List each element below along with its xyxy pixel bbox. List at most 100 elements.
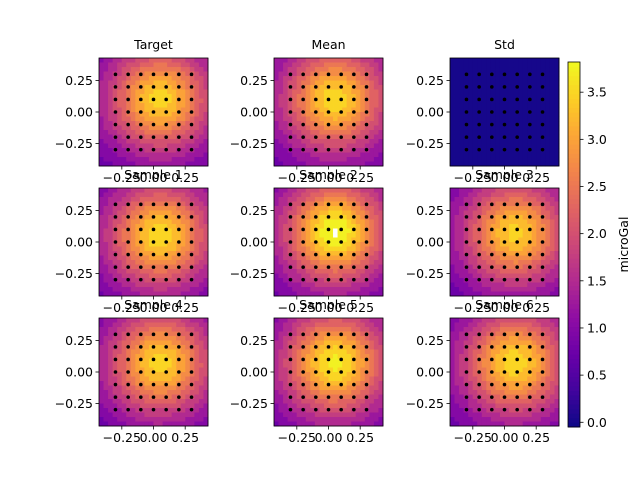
heat-cell: [203, 322, 209, 328]
heat-cell: [198, 246, 204, 252]
heat-cell: [314, 157, 320, 162]
heat-cell: [167, 157, 173, 162]
heat-cell: [274, 273, 279, 279]
heat-cell: [468, 121, 474, 126]
heat-cell: [194, 148, 200, 153]
heat-cell: [373, 210, 379, 216]
heat-cell: [103, 219, 109, 225]
heat-cell: [486, 255, 492, 261]
heat-cell: [554, 58, 560, 63]
heat-cell: [328, 251, 334, 256]
heat-cell: [135, 421, 141, 427]
heat-cell: [296, 412, 302, 418]
heat-cell: [499, 157, 505, 162]
station-point: [490, 72, 494, 77]
heat-cell: [274, 376, 279, 382]
heat-cell: [287, 157, 293, 162]
heat-cell: [121, 219, 127, 225]
heat-cell: [450, 278, 455, 283]
heat-cell: [513, 62, 519, 68]
heat-cell: [360, 385, 366, 391]
heat-cell: [499, 85, 505, 90]
heat-cell: [99, 349, 104, 355]
heat-cell: [126, 354, 132, 359]
heat-cell: [369, 233, 375, 238]
heat-cell: [342, 372, 348, 377]
heat-cell: [337, 399, 343, 404]
heat-cell: [305, 327, 311, 332]
heat-cell: [139, 421, 145, 427]
heat-cell: [481, 197, 487, 202]
heat-cell: [328, 228, 334, 234]
heat-cell: [162, 206, 168, 211]
heat-cell: [369, 67, 375, 72]
heat-cell: [499, 197, 505, 202]
heat-cell: [292, 242, 298, 247]
heat-cell: [355, 322, 361, 328]
heat-cell: [310, 287, 316, 292]
heat-cell: [274, 219, 279, 225]
heat-cell: [509, 260, 514, 265]
heat-cell: [536, 242, 542, 247]
heat-cell: [486, 85, 492, 90]
heat-cell: [112, 354, 118, 359]
heat-cell: [450, 291, 455, 297]
heat-cell: [117, 237, 123, 243]
station-point: [126, 395, 130, 399]
heat-cell: [509, 116, 514, 122]
heat-cell: [176, 340, 182, 346]
heat-cell: [305, 372, 311, 377]
heat-cell: [305, 390, 311, 395]
heat-cell: [171, 381, 177, 386]
heat-cell: [319, 161, 325, 167]
heat-cell: [509, 125, 514, 131]
heat-cell: [310, 80, 316, 86]
heat-cell: [509, 206, 514, 211]
station-point: [113, 357, 118, 362]
heat-cell: [323, 273, 329, 279]
y-tick-label: 0.00: [240, 105, 268, 120]
heat-cell: [342, 354, 348, 359]
heat-cell: [171, 354, 177, 359]
heat-cell: [531, 192, 537, 198]
heat-cell: [126, 157, 132, 162]
heat-cell: [323, 421, 329, 427]
heat-cell: [148, 278, 154, 283]
heat-cell: [369, 327, 375, 332]
heat-cell: [323, 331, 329, 337]
heat-cell: [364, 103, 370, 108]
heat-cell: [203, 215, 209, 220]
station-point: [164, 202, 168, 207]
heat-cell: [319, 103, 325, 108]
heat-cell: [333, 197, 338, 202]
heat-cell: [121, 421, 127, 427]
heat-cell: [203, 130, 209, 135]
heat-cell: [305, 417, 311, 422]
heat-cell: [158, 197, 163, 202]
heat-cell: [296, 322, 302, 328]
heat-cell: [296, 242, 302, 247]
heat-cell: [121, 192, 127, 198]
heat-cell: [495, 215, 501, 220]
heat-cell: [158, 58, 163, 63]
heat-cell: [373, 269, 379, 274]
heat-cell: [472, 143, 478, 149]
heat-cell: [468, 134, 474, 140]
heat-cell: [342, 224, 348, 229]
heat-cell: [536, 215, 542, 220]
heat-cell: [292, 345, 298, 350]
heat-cell: [333, 94, 338, 99]
heat-cell: [158, 255, 163, 261]
heat-cell: [522, 206, 528, 211]
heat-cell: [342, 143, 348, 149]
heat-cell: [378, 255, 384, 261]
heat-cell: [459, 80, 465, 86]
heat-cell: [545, 215, 551, 220]
heat-cell: [463, 233, 469, 238]
heat-cell: [319, 139, 325, 144]
heat-cell: [346, 94, 352, 99]
heat-cell: [509, 130, 514, 135]
heat-cell: [126, 76, 132, 81]
heat-cell: [194, 327, 200, 332]
heat-cell: [333, 349, 338, 355]
